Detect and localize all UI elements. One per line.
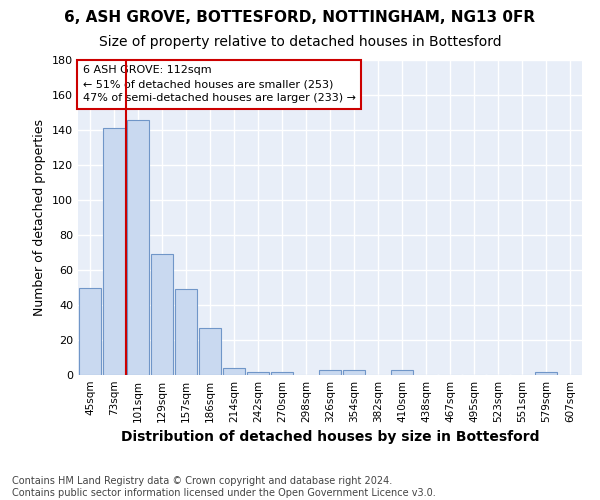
Bar (319, 370, 341, 375)
Bar (199, 328, 221, 375)
Text: 6, ASH GROVE, BOTTESFORD, NOTTINGHAM, NG13 0FR: 6, ASH GROVE, BOTTESFORD, NOTTINGHAM, NG… (64, 10, 536, 25)
Text: 6 ASH GROVE: 112sqm
← 51% of detached houses are smaller (253)
47% of semi-detac: 6 ASH GROVE: 112sqm ← 51% of detached ho… (83, 65, 356, 104)
Y-axis label: Number of detached properties: Number of detached properties (34, 119, 46, 316)
Bar (79, 288, 101, 375)
Bar (271, 372, 293, 375)
Bar (343, 370, 365, 375)
Text: Size of property relative to detached houses in Bottesford: Size of property relative to detached ho… (98, 35, 502, 49)
Bar (151, 254, 173, 375)
Bar (391, 370, 413, 375)
Bar (127, 120, 149, 375)
Bar (223, 368, 245, 375)
Bar (175, 289, 197, 375)
Bar (535, 372, 557, 375)
Bar (103, 128, 125, 375)
Bar (247, 372, 269, 375)
X-axis label: Distribution of detached houses by size in Bottesford: Distribution of detached houses by size … (121, 430, 539, 444)
Text: Contains HM Land Registry data © Crown copyright and database right 2024.
Contai: Contains HM Land Registry data © Crown c… (12, 476, 436, 498)
